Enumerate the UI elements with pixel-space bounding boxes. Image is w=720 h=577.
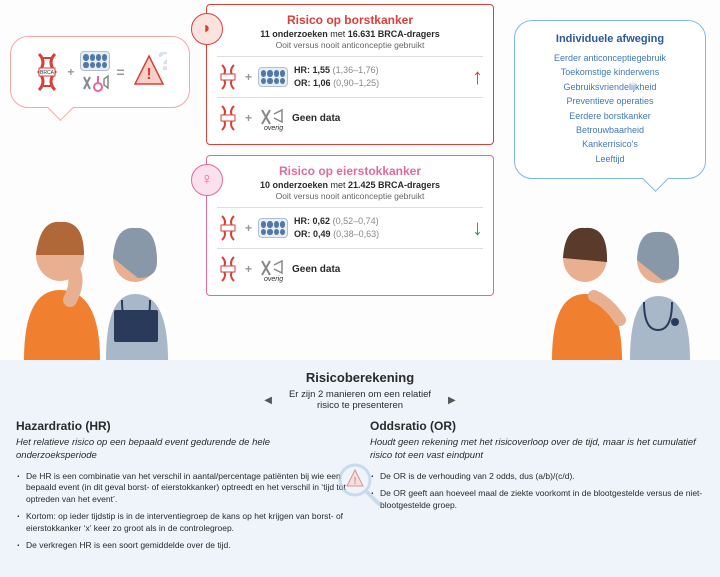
list-item: Preventieve operaties xyxy=(525,94,695,108)
people-right xyxy=(530,210,710,360)
people-left xyxy=(10,200,190,360)
svg-text:?: ? xyxy=(157,52,167,76)
individual-title: Individuele afweging xyxy=(525,33,695,45)
breast-row-other: + overig Geen data xyxy=(217,97,483,138)
plus-icon: + xyxy=(67,65,74,79)
hr-bullet: De HR is een combinatie van het verschil… xyxy=(16,471,350,505)
bottom-subtitle-wrap: ◀ Er zijn 2 manieren om een relatief ris… xyxy=(16,389,704,411)
equals-icon: = xyxy=(116,64,124,80)
plus-icon: + xyxy=(245,221,252,235)
breast-subtitle2: Ooit versus nooit anticonceptie gebruikt xyxy=(217,40,483,50)
svg-text:!: ! xyxy=(146,66,151,83)
breast-stats: HR: 1,55 (1,36–1,76) OR: 1,06 (0,90–1,25… xyxy=(294,64,466,89)
pill-pack-icon xyxy=(80,51,110,71)
uterus-icon: ♀ xyxy=(191,164,223,196)
ovarian-subtitle: 10 onderzoeken met 21.425 BRCA-dragers xyxy=(217,180,483,190)
hr-heading: Hazardratio (HR) xyxy=(16,419,350,433)
pill-pack-icon xyxy=(258,218,288,238)
triangle-right-icon: ▶ xyxy=(448,395,456,406)
no-data-label: Geen data xyxy=(292,264,483,275)
magnifier-warning-icon: ! xyxy=(335,460,385,510)
bottom-section: Risicoberekening ◀ Er zijn 2 manieren om… xyxy=(0,360,720,577)
right-panel: Individuele afweging Eerder anticoncepti… xyxy=(500,0,720,360)
patient-doctor-illustration xyxy=(10,200,190,360)
or-heading: Oddsratio (OR) xyxy=(370,419,704,433)
list-item: Leeftijd xyxy=(525,152,695,166)
plus-icon: + xyxy=(245,70,252,84)
or-bullet: De OR is de verhouding van 2 odds, dus (… xyxy=(370,471,704,482)
other-icon: overig xyxy=(258,257,286,281)
hr-bullet: Kortom: op ieder tijdstip is in de inter… xyxy=(16,511,350,534)
ovarian-row-other: + overig Geen data xyxy=(217,248,483,289)
arrow-down-icon: ↓ xyxy=(472,215,483,241)
hr-column: Hazardratio (HR) Het relatieve risico op… xyxy=(16,419,350,557)
triangle-left-icon: ◀ xyxy=(264,395,272,406)
ovarian-cancer-card: ♀ Risico op eierstokkanker 10 onderzoeke… xyxy=(206,155,494,296)
warning-question-icon: ! ? xyxy=(131,52,167,92)
left-scene: BRCA + = ! ? xyxy=(0,0,200,360)
list-item: Eerder anticonceptiegebruik xyxy=(525,51,695,65)
risk-cards: ◗ Risico op borstkanker 11 onderzoeken m… xyxy=(200,0,500,360)
list-item: Eerdere borstkanker xyxy=(525,109,695,123)
dna-icon xyxy=(217,255,239,283)
hr-bullet: De verkregen HR is een soort gemiddelde … xyxy=(16,540,350,551)
list-item: Toekomstige kinderwens xyxy=(525,65,695,79)
breast-row-pill: + HR: 1,55 (1,36–1,76) OR: 1,06 (0,90–1,… xyxy=(217,56,483,97)
arrow-up-icon: ↑ xyxy=(472,64,483,90)
or-definition: Houdt geen rekening met het risicoverloo… xyxy=(370,437,704,463)
other-methods-icon xyxy=(80,73,110,93)
breast-subtitle: 11 onderzoeken met 16.631 BRCA-dragers xyxy=(217,29,483,39)
plus-icon: + xyxy=(245,262,252,276)
dna-icon xyxy=(217,63,239,91)
no-data-label: Geen data xyxy=(292,113,483,124)
list-item: Betrouwbaarheid xyxy=(525,123,695,137)
breast-title: Risico op borstkanker xyxy=(217,13,483,27)
plus-icon: + xyxy=(245,111,252,125)
list-item: Gebruiksvriendelijkheid xyxy=(525,80,695,94)
list-item: Kankerrisico's xyxy=(525,137,695,151)
breast-icon: ◗ xyxy=(191,13,223,45)
bottom-title: Risicoberekening xyxy=(16,370,704,385)
or-bullet: De OR geeft aan hoeveel maal de ziekte v… xyxy=(370,488,704,511)
ovarian-row-pill: + HR: 0,62 (0,52–0,74) OR: 0,49 (0,38–0,… xyxy=(217,207,483,248)
question-bubble: BRCA + = ! ? xyxy=(10,36,190,108)
top-section: BRCA + = ! ? xyxy=(0,0,720,360)
breast-cancer-card: ◗ Risico op borstkanker 11 onderzoeken m… xyxy=(206,4,494,145)
svg-text:BRCA: BRCA xyxy=(40,70,55,76)
bottom-subtitle: Er zijn 2 manieren om een relatief risic… xyxy=(280,389,440,411)
dna-icon xyxy=(217,214,239,242)
dna-brca-icon: BRCA xyxy=(33,52,61,92)
or-column: Oddsratio (OR) Houdt geen rekening met h… xyxy=(370,419,704,557)
ovarian-stats: HR: 0,62 (0,52–0,74) OR: 0,49 (0,38–0,63… xyxy=(294,215,466,240)
hr-definition: Het relatieve risico op een bepaald even… xyxy=(16,437,350,463)
pill-pack-icon xyxy=(258,67,288,87)
patient-doctor-illustration-2 xyxy=(530,210,710,360)
ovarian-subtitle2: Ooit versus nooit anticonceptie gebruikt xyxy=(217,191,483,201)
individual-list: Eerder anticonceptiegebruik Toekomstige … xyxy=(525,51,695,166)
dna-icon xyxy=(217,104,239,132)
individual-bubble: Individuele afweging Eerder anticoncepti… xyxy=(514,20,706,179)
other-icon: overig xyxy=(258,106,286,130)
ovarian-title: Risico op eierstokkanker xyxy=(217,164,483,178)
svg-text:!: ! xyxy=(353,476,356,487)
